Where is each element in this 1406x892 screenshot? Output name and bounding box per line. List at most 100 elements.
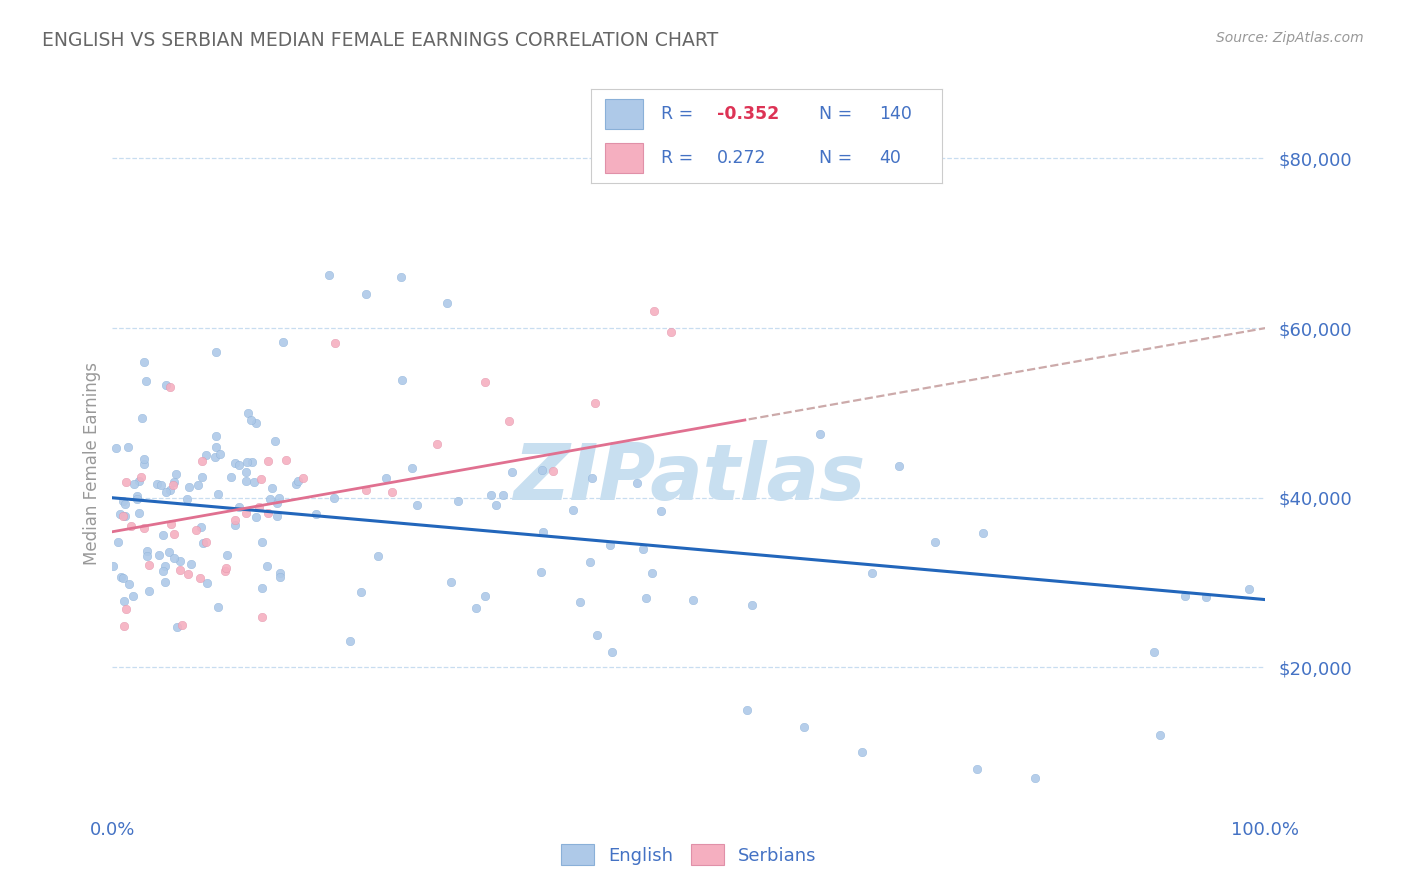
Point xyxy=(354,483,377,497)
Point xyxy=(498,414,520,428)
Point xyxy=(259,492,281,507)
Point xyxy=(159,380,181,394)
Point xyxy=(1237,582,1260,596)
Point xyxy=(228,500,250,514)
Point xyxy=(972,526,994,541)
Point xyxy=(274,453,297,467)
Point xyxy=(125,489,148,503)
Point xyxy=(159,483,181,497)
Point xyxy=(117,440,139,454)
Point xyxy=(266,496,288,510)
Point xyxy=(105,441,128,455)
Point xyxy=(111,509,134,524)
Text: N =: N = xyxy=(818,105,852,123)
Point xyxy=(440,574,463,589)
Point xyxy=(163,551,186,566)
Text: Source: ZipAtlas.com: Source: ZipAtlas.com xyxy=(1216,31,1364,45)
Point xyxy=(187,477,209,491)
Point xyxy=(381,485,404,500)
Point xyxy=(112,571,135,585)
Point xyxy=(152,528,174,542)
Point xyxy=(235,465,257,479)
Point xyxy=(209,447,232,461)
Point xyxy=(264,434,287,448)
Point xyxy=(682,592,704,607)
Point xyxy=(131,410,153,425)
Point xyxy=(257,506,280,520)
Point xyxy=(125,492,148,507)
Point xyxy=(157,544,180,558)
Point xyxy=(215,548,238,562)
Point xyxy=(252,609,274,624)
Point xyxy=(531,525,554,540)
Point xyxy=(581,471,603,485)
Point xyxy=(1024,771,1046,785)
Point xyxy=(1194,590,1216,604)
Point xyxy=(436,295,458,310)
Point xyxy=(138,558,160,572)
Point xyxy=(924,535,946,549)
Point xyxy=(426,436,449,450)
Point xyxy=(195,448,218,462)
Point xyxy=(215,560,238,574)
Point xyxy=(118,576,141,591)
Point xyxy=(219,469,242,483)
Point xyxy=(269,570,291,584)
Point xyxy=(405,498,427,512)
Point xyxy=(214,564,236,578)
Point xyxy=(1174,590,1197,604)
Point xyxy=(114,602,136,616)
Point xyxy=(474,376,496,390)
Point xyxy=(228,458,250,473)
Point xyxy=(112,618,135,632)
Point xyxy=(150,478,173,492)
Point xyxy=(1149,728,1171,742)
Point xyxy=(585,628,607,642)
Legend: English, Serbians: English, Serbians xyxy=(554,837,824,872)
Point xyxy=(485,498,508,512)
Point xyxy=(177,566,200,581)
Point xyxy=(184,524,207,538)
Point xyxy=(634,591,657,606)
Point xyxy=(224,517,246,532)
Point xyxy=(170,618,193,632)
Point xyxy=(128,506,150,520)
Point xyxy=(235,454,257,468)
Point xyxy=(103,559,125,574)
Point xyxy=(114,497,136,511)
Point xyxy=(479,488,502,502)
Point xyxy=(165,467,187,482)
Point xyxy=(287,474,309,488)
Point xyxy=(389,270,412,285)
Point xyxy=(135,549,157,563)
Point xyxy=(152,564,174,578)
Point xyxy=(256,558,278,573)
Point xyxy=(887,459,910,474)
Point xyxy=(191,454,214,468)
Text: 40: 40 xyxy=(879,149,901,167)
Point xyxy=(176,492,198,507)
Text: N =: N = xyxy=(818,149,852,167)
Point xyxy=(269,566,291,580)
Point xyxy=(159,516,181,531)
Point xyxy=(134,354,156,368)
Point xyxy=(190,520,212,534)
Point xyxy=(633,541,655,556)
Point xyxy=(235,506,257,520)
Point xyxy=(153,574,176,589)
Point xyxy=(122,477,145,491)
Point xyxy=(530,565,553,579)
Point xyxy=(269,491,291,506)
Point xyxy=(107,534,129,549)
Point xyxy=(252,581,274,595)
Point xyxy=(741,598,763,612)
Point xyxy=(250,534,273,549)
Point xyxy=(305,507,328,521)
Point xyxy=(195,534,218,549)
Point xyxy=(163,527,186,541)
Point xyxy=(110,570,132,584)
Point xyxy=(271,335,294,350)
Point xyxy=(860,566,883,581)
Point xyxy=(640,566,662,581)
Point xyxy=(115,475,138,489)
